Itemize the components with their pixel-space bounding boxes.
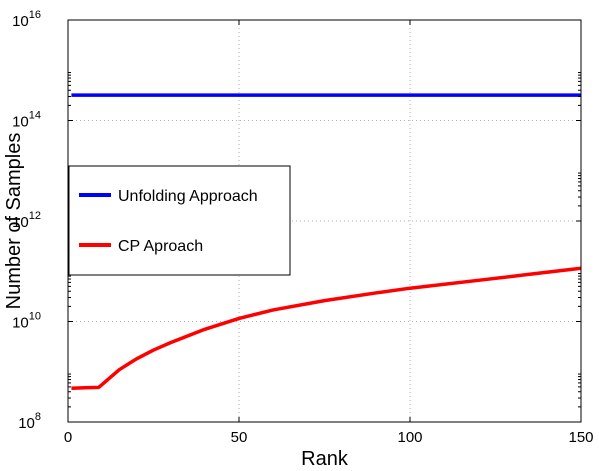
axis-ticks: 0 50 100 150 108 1010 1012 1014 1016 — [12, 9, 593, 446]
x-tick-label: 150 — [568, 429, 593, 446]
legend: Unfolding Approach CP Aproach — [68, 165, 291, 276]
legend-label-cp: CP Aproach — [118, 238, 203, 255]
legend-label-unfolding: Unfolding Approach — [118, 188, 258, 205]
y-tick-label: 1010 — [12, 311, 41, 332]
y-tick-label: 1014 — [12, 110, 41, 131]
y-axis-label: Number of Samples — [3, 133, 25, 310]
x-axis-label: Rank — [301, 448, 349, 470]
legend-box — [68, 165, 291, 276]
x-tick-label: 100 — [397, 429, 422, 446]
x-tick-label: 0 — [64, 429, 72, 446]
x-tick-label: 50 — [231, 429, 248, 446]
series-layer — [71, 93, 582, 390]
y-tick-label: 1012 — [12, 210, 41, 231]
y-tick-label: 1016 — [12, 9, 41, 30]
series-line-cp — [71, 266, 582, 390]
y-tick-label: 108 — [18, 411, 41, 432]
